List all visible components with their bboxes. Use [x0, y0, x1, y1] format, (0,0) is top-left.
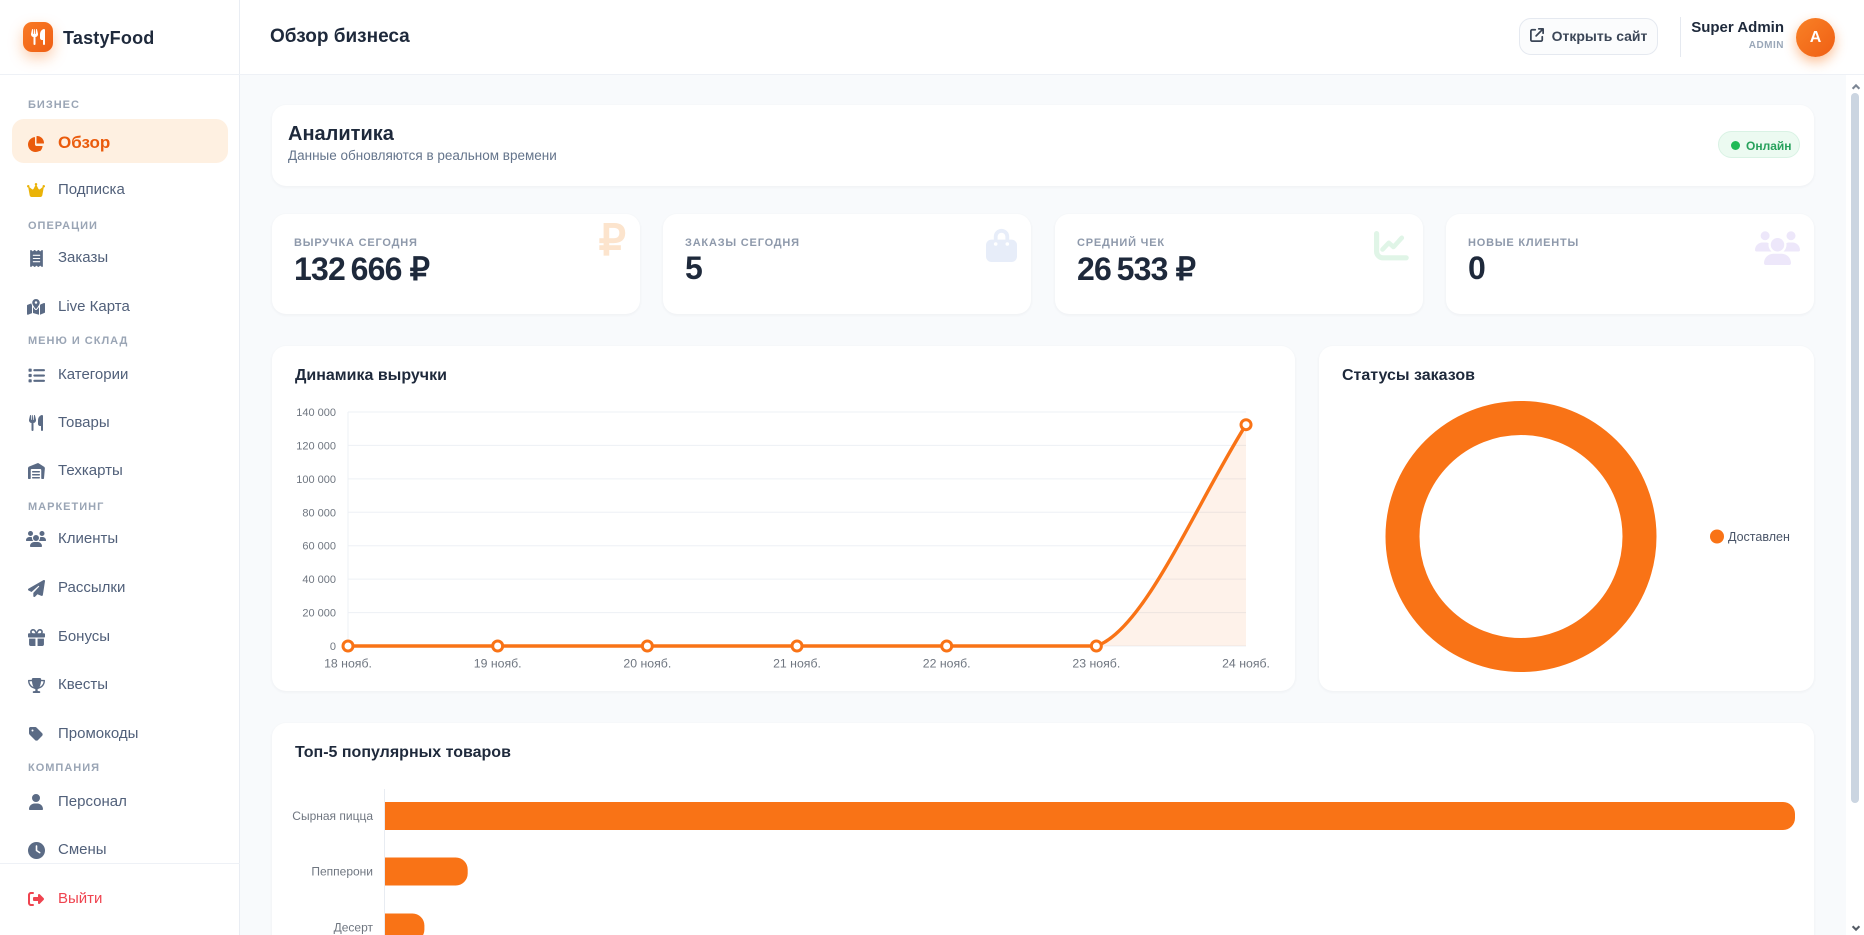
- svg-text:Пепперони: Пепперони: [311, 865, 373, 879]
- svg-text:140 000: 140 000: [296, 407, 336, 419]
- svg-text:100 000: 100 000: [296, 474, 336, 486]
- svg-text:21 нояб.: 21 нояб.: [773, 657, 821, 671]
- svg-text:Сырная пицца: Сырная пицца: [292, 809, 373, 823]
- svg-text:23 нояб.: 23 нояб.: [1072, 657, 1120, 671]
- svg-text:80 000: 80 000: [302, 507, 336, 519]
- svg-text:Десерт: Десерт: [334, 921, 374, 935]
- svg-text:20 000: 20 000: [302, 608, 336, 620]
- svg-text:24 нояб.: 24 нояб.: [1222, 657, 1270, 671]
- svg-text:22 нояб.: 22 нояб.: [923, 657, 971, 671]
- svg-text:40 000: 40 000: [302, 574, 336, 586]
- svg-text:20 нояб.: 20 нояб.: [623, 657, 671, 671]
- svg-text:19 нояб.: 19 нояб.: [474, 657, 522, 671]
- svg-text:60 000: 60 000: [302, 541, 336, 553]
- svg-text:0: 0: [330, 641, 336, 653]
- svg-text:120 000: 120 000: [296, 440, 336, 452]
- svg-text:18 нояб.: 18 нояб.: [324, 657, 372, 671]
- svg-text:Доставлен: Доставлен: [1728, 530, 1790, 544]
